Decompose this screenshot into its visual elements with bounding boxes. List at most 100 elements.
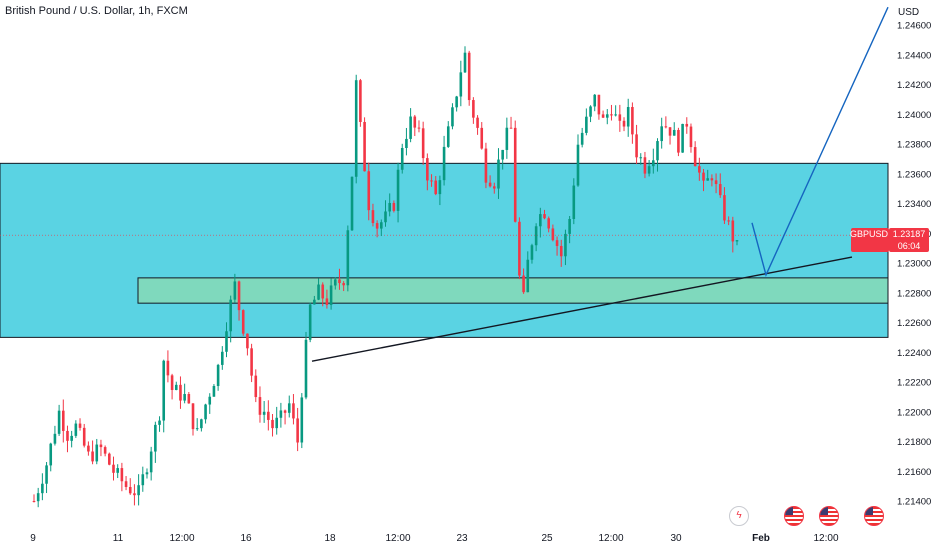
candle-body <box>631 107 634 135</box>
candle <box>241 309 245 336</box>
candle <box>434 175 438 196</box>
candle-body <box>576 144 580 186</box>
candle <box>170 373 174 400</box>
candle-body <box>120 468 124 482</box>
candle-body <box>99 444 103 448</box>
candle <box>91 440 94 465</box>
candle <box>338 268 341 290</box>
candle-body <box>605 114 609 118</box>
candle-body <box>262 411 266 415</box>
candle-body <box>66 430 69 441</box>
candle <box>221 346 224 370</box>
candle <box>66 425 69 453</box>
candle-body <box>329 285 333 305</box>
candle-body <box>174 384 178 390</box>
candle <box>204 403 207 424</box>
candle-body <box>405 138 408 148</box>
candle <box>363 117 366 172</box>
candle-body <box>492 186 496 189</box>
candle-body <box>572 185 576 220</box>
us-flag-icon[interactable] <box>784 506 804 526</box>
candle-body <box>187 394 191 404</box>
candle-body <box>656 141 659 161</box>
candle-body <box>723 195 726 221</box>
candle-body <box>647 166 651 174</box>
candle <box>262 400 266 423</box>
candle <box>137 474 140 506</box>
candle <box>664 116 668 129</box>
candle-body <box>149 451 153 473</box>
candle <box>618 104 622 132</box>
candle-body <box>622 120 626 127</box>
x-tick-label: 11 <box>113 533 124 544</box>
candle-body <box>539 214 542 227</box>
price-tag-symbol: GBPUSD <box>850 229 889 239</box>
candle-body <box>53 433 57 444</box>
candle <box>698 157 701 181</box>
candle <box>200 418 203 432</box>
candle-body <box>246 333 249 349</box>
candle-body <box>526 259 530 293</box>
us-flag-icon[interactable] <box>864 506 884 526</box>
candle-body <box>112 464 115 473</box>
candle <box>476 115 479 135</box>
candle <box>723 187 726 224</box>
y-tick-label: 1.24200 <box>897 80 931 91</box>
candle-body <box>41 483 44 494</box>
lightning-icon[interactable]: ϟ <box>729 506 749 526</box>
candle <box>287 395 291 418</box>
candle <box>254 369 258 403</box>
candle <box>154 421 157 463</box>
candle-body <box>313 299 316 305</box>
candle <box>564 229 567 266</box>
candle-body <box>706 178 710 181</box>
candle <box>396 162 400 223</box>
candle <box>463 46 467 73</box>
candle <box>49 442 53 472</box>
candle <box>149 446 153 481</box>
candle-body <box>643 157 647 174</box>
candle <box>639 153 643 165</box>
candle <box>392 200 396 213</box>
candle <box>74 420 78 438</box>
candle-body <box>400 147 404 170</box>
candle-body <box>593 94 597 107</box>
candle <box>622 117 626 132</box>
candle <box>308 302 312 343</box>
candle-body <box>292 403 295 419</box>
y-tick-label: 1.23800 <box>897 140 931 151</box>
candle <box>350 176 354 231</box>
candle <box>522 268 525 294</box>
last-price-value: 1.23187 06:04 <box>889 228 929 252</box>
candle <box>346 225 350 292</box>
candle <box>430 174 433 187</box>
candle-body <box>714 180 718 185</box>
candle-body <box>128 487 132 494</box>
candle-body <box>375 223 379 229</box>
candle-body <box>95 444 99 462</box>
candle-body <box>660 126 663 142</box>
candle <box>367 162 371 221</box>
candle <box>162 359 166 433</box>
candle <box>589 105 592 123</box>
countdown-timer: 06:04 <box>897 241 921 251</box>
candle <box>32 494 36 503</box>
x-tick-label: 12:00 <box>385 533 410 544</box>
candle <box>246 333 249 356</box>
candle-body <box>731 220 735 242</box>
candle-body <box>434 180 438 195</box>
candle-body <box>559 245 563 257</box>
candle <box>103 445 107 457</box>
candle-body <box>321 284 325 299</box>
candle-body <box>614 114 617 116</box>
us-flag-icon[interactable] <box>819 506 839 526</box>
candle-body <box>463 52 467 73</box>
candle-body <box>371 210 375 224</box>
candle-body <box>154 424 157 452</box>
candle-body <box>589 106 592 117</box>
candle <box>455 95 458 112</box>
candle <box>530 243 534 264</box>
candle <box>283 409 287 425</box>
candle <box>505 117 509 159</box>
